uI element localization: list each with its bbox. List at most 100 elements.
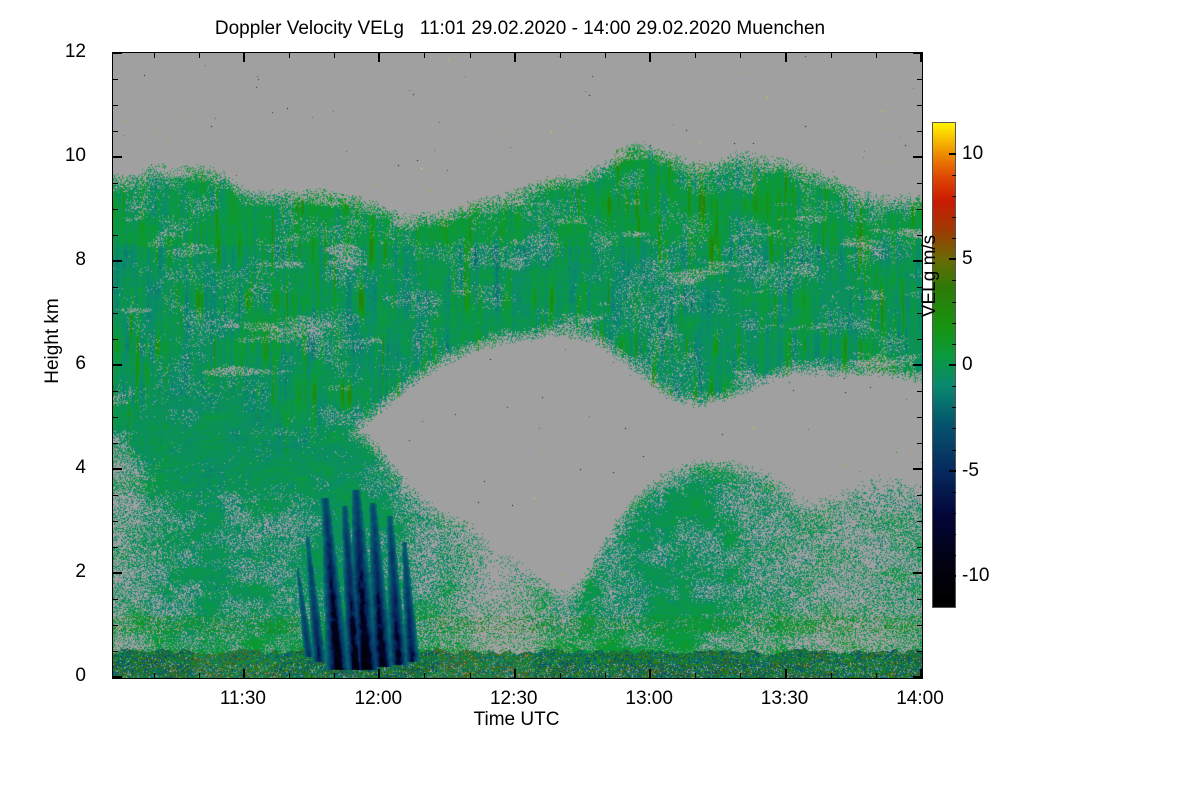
x-tick-minor: [334, 53, 336, 58]
x-tick-minor: [153, 53, 155, 58]
colorbar-tick-minor: [952, 280, 956, 282]
y-tick-label: 4: [75, 457, 86, 478]
y-tick-minor: [917, 651, 922, 652]
y-tick-minor: [917, 521, 922, 522]
colorbar-tick-minor: [952, 174, 956, 176]
y-tick-major: [913, 260, 922, 262]
colorbar-tick-label: -5: [962, 459, 979, 481]
y-axis-title: Height km: [42, 298, 63, 384]
y-tick-minor: [917, 313, 922, 314]
x-tick-minor: [559, 673, 561, 678]
y-tick-minor: [113, 339, 118, 340]
y-tick-minor: [113, 287, 118, 288]
colorbar-tick-major: [949, 152, 956, 155]
x-tick-minor: [469, 673, 471, 678]
y-tick-major: [913, 364, 922, 366]
x-tick-major: [242, 53, 245, 62]
y-tick-minor: [917, 391, 922, 392]
colorbar-tick-label: 0: [962, 354, 973, 375]
colorbar-tick-major: [949, 575, 956, 578]
x-tick-major: [920, 53, 922, 62]
y-tick-minor: [917, 131, 922, 132]
x-tick-major: [378, 53, 381, 62]
colorbar-tick-minor: [952, 195, 956, 197]
x-tick-minor: [740, 53, 742, 58]
colorbar-tick-minor: [952, 491, 956, 493]
x-tick-label: 11:30: [219, 688, 266, 709]
x-tick-major: [378, 669, 381, 678]
colorbar-tick-label: -10: [962, 565, 990, 587]
x-tick-label: 12:30: [489, 688, 538, 709]
y-tick-minor: [917, 287, 922, 288]
y-tick-major: [913, 572, 922, 574]
colorbar-tick-minor: [952, 512, 956, 514]
y-tick-minor: [917, 599, 922, 600]
x-tick-label: 14:00: [896, 688, 944, 709]
y-tick-major: [913, 676, 922, 678]
colorbar-tick-minor: [952, 343, 956, 345]
colorbar-tick-minor: [952, 217, 956, 219]
x-tick-minor: [875, 53, 877, 58]
x-tick-label: 13:00: [625, 688, 673, 709]
page-title: Doppler Velocity VELg 11:01 29.02.2020 -…: [214, 18, 826, 39]
heatmap-canvas: [113, 53, 922, 678]
x-tick-major: [920, 669, 922, 678]
y-tick-minor: [917, 547, 922, 548]
y-tick-minor: [917, 183, 922, 184]
y-tick-minor: [917, 339, 922, 340]
y-tick-minor: [113, 235, 118, 236]
y-tick-label: 6: [75, 353, 86, 374]
y-tick-label: 12: [64, 41, 86, 62]
y-tick-label: 2: [75, 561, 86, 582]
y-tick-minor: [113, 79, 118, 80]
x-tick-minor: [424, 673, 426, 678]
y-tick-minor: [113, 651, 118, 652]
y-tick-minor: [113, 209, 118, 210]
x-tick-minor: [875, 673, 877, 678]
y-tick-minor: [917, 443, 922, 444]
y-tick-minor: [113, 547, 118, 548]
x-tick-minor: [559, 53, 561, 58]
x-tick-minor: [198, 53, 200, 58]
y-tick-minor: [113, 105, 118, 106]
y-tick-minor: [113, 625, 118, 626]
x-tick-minor: [424, 53, 426, 58]
y-tick-minor: [113, 495, 118, 496]
y-tick-major: [113, 572, 122, 574]
x-tick-minor: [153, 673, 155, 678]
y-tick-minor: [113, 183, 118, 184]
y-tick-label: 8: [75, 249, 86, 270]
y-tick-major: [113, 260, 122, 262]
x-tick-minor: [469, 53, 471, 58]
y-tick-minor: [917, 79, 922, 80]
colorbar: [932, 122, 956, 608]
x-tick-major: [649, 53, 652, 62]
colorbar-tick-minor: [952, 407, 956, 409]
colorbar-title: VELg m/s: [919, 234, 940, 318]
y-tick-major: [113, 53, 122, 54]
y-tick-minor: [113, 131, 118, 132]
colorbar-tick-major: [949, 258, 956, 261]
x-axis-title: Time UTC: [473, 709, 560, 730]
colorbar-tick-major: [949, 364, 956, 366]
x-tick-minor: [198, 673, 200, 678]
x-tick-minor: [289, 673, 291, 678]
x-tick-label: 13:30: [760, 688, 809, 709]
colorbar-tick-major: [949, 469, 956, 472]
y-tick-minor: [917, 625, 922, 626]
x-tick-major: [649, 669, 652, 678]
colorbar-tick-minor: [952, 555, 956, 557]
heatmap-plot-area: [112, 52, 923, 679]
colorbar-tick-label: 5: [962, 248, 973, 270]
x-tick-major: [242, 669, 245, 678]
y-tick-minor: [917, 235, 922, 236]
y-tick-major: [913, 468, 922, 470]
x-tick-major: [784, 53, 787, 62]
x-tick-label: 12:00: [354, 688, 403, 709]
y-tick-minor: [113, 417, 118, 418]
y-tick-major: [113, 364, 122, 366]
y-tick-label: 0: [75, 665, 86, 686]
y-tick-major: [113, 676, 122, 678]
colorbar-tick-minor: [952, 428, 956, 430]
